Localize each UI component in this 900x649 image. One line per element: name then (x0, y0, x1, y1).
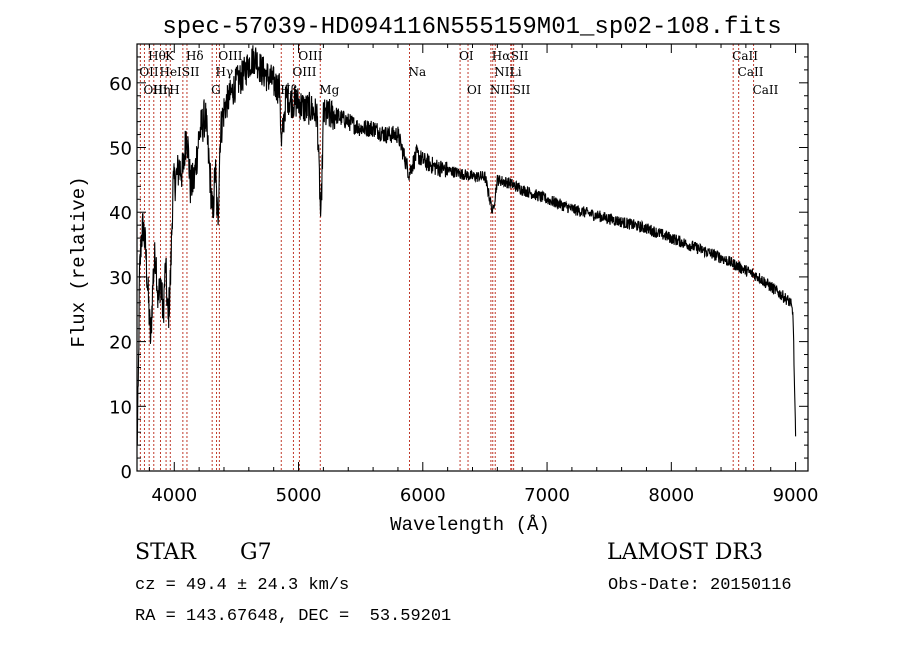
object-type: STAR (135, 540, 197, 565)
y-tick-label-5: 50 (109, 139, 132, 160)
spectral-line-markers (139, 44, 755, 471)
x-tick-label-0: 4000 (151, 485, 197, 506)
y-tick-label-1: 10 (109, 397, 132, 418)
y-tick-label-6: 60 (109, 74, 132, 95)
line-label-13: OIII (292, 65, 316, 79)
x-tick-label-1: 5000 (276, 485, 322, 506)
x-tick-label-2: 6000 (400, 485, 446, 506)
coordinates-text: RA = 143.67648, DEC = 53.59201 (135, 607, 451, 626)
line-label-1: K (165, 49, 175, 63)
spectrum-series-line (136, 45, 797, 446)
line-label-5: OI (459, 49, 474, 63)
velocity-text: cz = 49.4 ± 24.3 km/s (135, 576, 349, 595)
x-axis-ticks: 4000 5000 6000 7000 8000 9000 (148, 44, 819, 506)
survey-name: LAMOST DR3 (607, 540, 763, 565)
x-axis-label: Wavelength (Å) (390, 514, 550, 536)
line-label-0: Hθ (148, 49, 166, 63)
line-label-16: CaII (738, 65, 764, 79)
y-axis-ticks: 0 10 20 30 40 50 60 (109, 56, 808, 483)
line-label-8: CaII (732, 49, 758, 63)
line-label-12: Hγ (216, 65, 234, 79)
line-label-18: Hη (153, 83, 171, 97)
y-tick-label-0: 0 (121, 462, 132, 483)
line-label-4: OIII (298, 49, 322, 63)
object-subclass: G7 (240, 540, 272, 565)
x-tick-label-3: 7000 (524, 485, 570, 506)
line-label-26: SII (513, 83, 531, 97)
line-label-23: Na (409, 65, 427, 79)
obs-date-text: Obs-Date: 20150116 (608, 576, 792, 595)
line-label-19: H (169, 83, 179, 97)
line-label-17: OIII (143, 83, 167, 97)
line-label-25: NII (490, 83, 510, 97)
line-label-2: Hδ (186, 49, 204, 63)
line-label-22: Mg (319, 83, 339, 97)
y-tick-label-4: 40 (109, 203, 132, 224)
line-label-11: SII (182, 65, 200, 79)
line-label-9: OII (139, 65, 159, 79)
line-label-27: CaII (753, 83, 779, 97)
y-axis-label: Flux (relative) (68, 176, 90, 347)
line-label-3: OIII (218, 49, 242, 63)
line-label-24: OI (467, 83, 482, 97)
line-label-10: HeI (159, 65, 182, 79)
line-label-15: Li (510, 65, 522, 79)
line-label-7: SII (511, 49, 529, 63)
y-tick-label-2: 20 (109, 333, 132, 354)
line-label-21: Hβ (280, 83, 297, 97)
line-label-6: Hα (492, 49, 511, 63)
x-tick-label-5: 9000 (773, 485, 819, 506)
plot-frame (136, 43, 809, 472)
line-label-20: G (211, 83, 221, 97)
line-label-14: NII (494, 65, 514, 79)
x-tick-label-4: 8000 (648, 485, 694, 506)
chart-title: spec-57039-HD094116N555159M01_sp02-108.f… (162, 14, 781, 41)
y-tick-label-3: 30 (109, 268, 132, 289)
